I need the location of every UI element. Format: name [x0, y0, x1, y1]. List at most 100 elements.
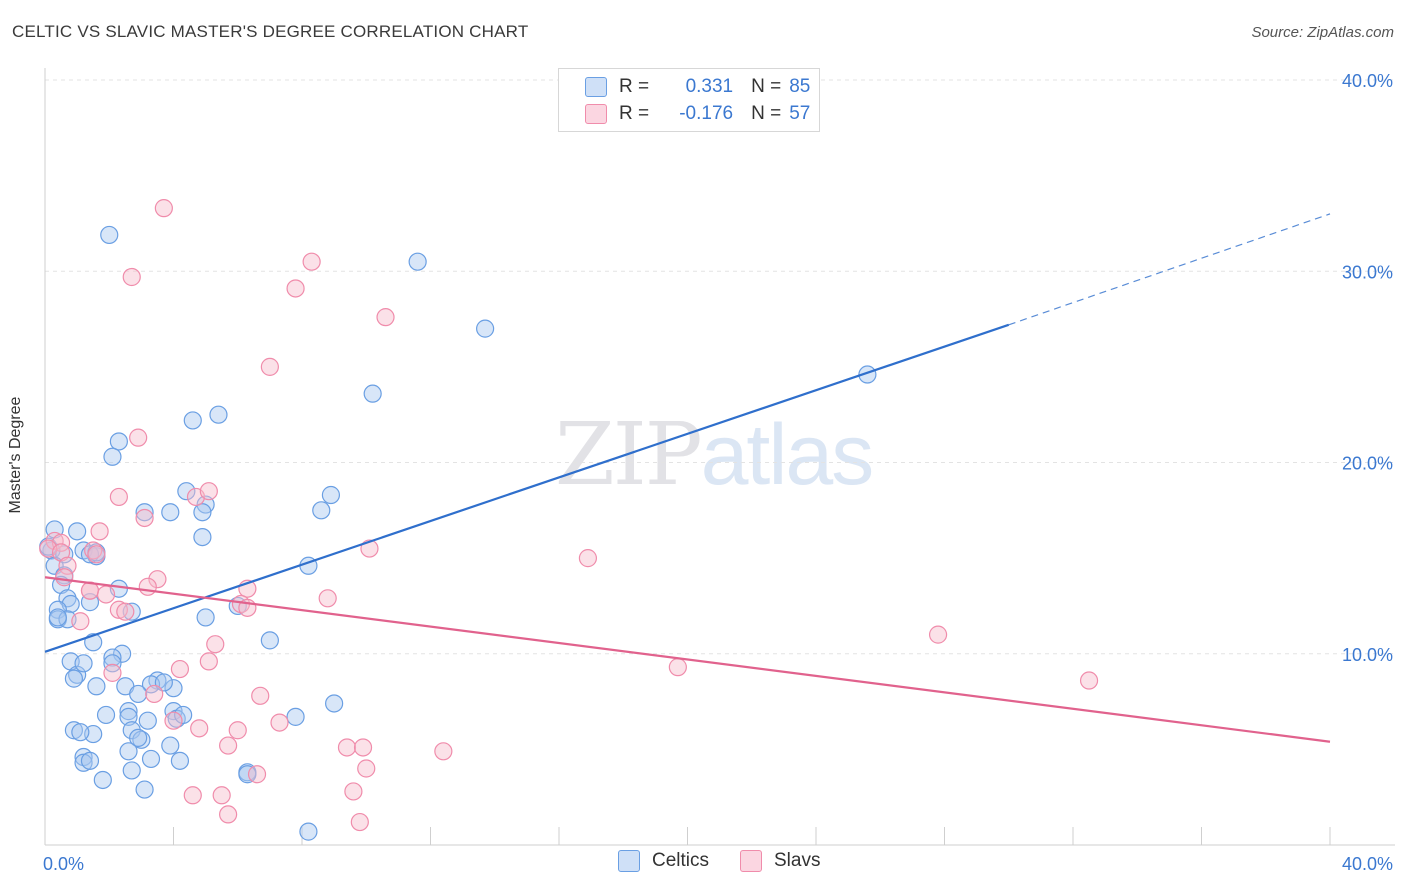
point-celtics — [119, 707, 138, 726]
point-slavs — [87, 545, 106, 564]
chart-title: CELTIC VS SLAVIC MASTER'S DEGREE CORRELA… — [12, 22, 529, 41]
watermark-atlas: atlas — [700, 407, 875, 503]
legend-series: Celtics Slavs — [0, 850, 1406, 878]
point-slavs — [270, 713, 289, 732]
point-celtics — [299, 822, 318, 841]
point-celtics — [238, 765, 257, 784]
point-slavs — [90, 522, 109, 541]
legend-n-value: 57 — [789, 103, 811, 124]
point-celtics — [135, 503, 154, 522]
point-slavs — [212, 786, 231, 805]
point-slavs — [219, 736, 238, 755]
y-tick-label: 10.0% — [1342, 645, 1393, 665]
point-slavs — [1079, 671, 1099, 690]
point-celtics — [321, 485, 341, 505]
point-slavs — [190, 719, 209, 738]
y-axis-label: Master's Degree — [7, 396, 24, 514]
trendline-extension-celtics — [1008, 213, 1331, 326]
point-celtics — [408, 252, 427, 271]
y-tick-label: 30.0% — [1342, 262, 1393, 282]
point-slavs — [206, 635, 225, 654]
x-tick-label: 40.0% — [1342, 854, 1393, 874]
point-celtics — [209, 405, 228, 424]
legend-item-celtics: Celtics — [618, 850, 709, 872]
source-credit: Source: ZipAtlas.com — [1251, 24, 1394, 41]
point-celtics — [141, 749, 161, 769]
point-slavs — [344, 782, 363, 801]
point-slavs — [247, 765, 267, 784]
point-slavs — [109, 600, 128, 619]
watermark: ZIPatlas — [555, 405, 875, 505]
legend-r-value: -0.176 — [679, 103, 734, 124]
point-celtics — [170, 751, 190, 770]
point-celtics — [164, 679, 183, 698]
point-slavs — [337, 738, 357, 757]
point-celtics — [122, 761, 141, 780]
point-celtics — [286, 707, 305, 726]
legend-n-label: N = — [751, 76, 782, 97]
point-slavs — [96, 585, 116, 604]
point-slavs — [58, 556, 77, 575]
point-celtics — [80, 751, 100, 770]
point-slavs — [350, 812, 369, 832]
point-celtics — [119, 702, 138, 721]
legend-r-label: R = — [619, 76, 650, 97]
point-celtics — [193, 527, 212, 547]
point-celtics — [119, 742, 138, 761]
point-celtics — [103, 447, 122, 466]
point-slavs — [434, 742, 453, 761]
legend-swatch-celtics — [618, 850, 640, 872]
point-slavs — [251, 686, 270, 705]
point-slavs — [129, 428, 148, 447]
point-celtics — [74, 753, 93, 772]
point-slavs — [228, 721, 247, 740]
y-tick-label: 20.0% — [1342, 454, 1393, 474]
point-celtics — [363, 384, 382, 403]
legend-r-label: R = — [619, 103, 650, 124]
point-slavs — [219, 805, 238, 824]
legend-swatch-celtics — [585, 77, 607, 97]
point-celtics — [135, 780, 154, 799]
point-celtics — [87, 677, 106, 696]
point-celtics — [161, 503, 180, 522]
legend-swatch-slavs — [585, 104, 607, 124]
point-slavs — [668, 658, 687, 677]
point-slavs — [376, 308, 395, 327]
point-slavs — [183, 786, 202, 805]
y-tick-label: 40.0% — [1342, 71, 1393, 91]
point-slavs — [170, 659, 190, 679]
point-slavs — [928, 625, 948, 644]
point-celtics — [68, 522, 87, 541]
point-slavs — [164, 711, 183, 730]
point-celtics — [103, 648, 122, 667]
legend-row-slavs: R = -0.176 N = 57 — [585, 101, 810, 127]
legend-label-celtics: Celtics — [652, 850, 710, 871]
point-celtics — [64, 721, 84, 740]
point-celtics — [64, 669, 84, 688]
point-celtics — [129, 684, 148, 704]
point-slavs — [148, 570, 167, 589]
point-celtics — [93, 770, 112, 790]
point-celtics — [476, 319, 495, 338]
point-celtics — [183, 411, 202, 430]
point-slavs — [135, 508, 154, 528]
point-slavs — [71, 612, 90, 631]
point-slavs — [353, 738, 373, 757]
point-celtics — [196, 608, 215, 627]
point-slavs — [578, 549, 598, 568]
point-celtics — [132, 730, 151, 749]
point-slavs — [103, 663, 122, 682]
point-slavs — [138, 577, 157, 596]
point-celtics — [103, 654, 122, 673]
point-celtics — [48, 608, 67, 627]
point-celtics — [174, 705, 193, 725]
point-slavs — [199, 482, 218, 501]
point-celtics — [129, 728, 148, 748]
point-celtics — [100, 225, 119, 245]
point-slavs — [122, 267, 141, 287]
point-celtics — [112, 644, 132, 663]
legend-n-label: N = — [751, 103, 782, 124]
point-celtics — [96, 705, 116, 725]
point-celtics — [71, 723, 90, 742]
